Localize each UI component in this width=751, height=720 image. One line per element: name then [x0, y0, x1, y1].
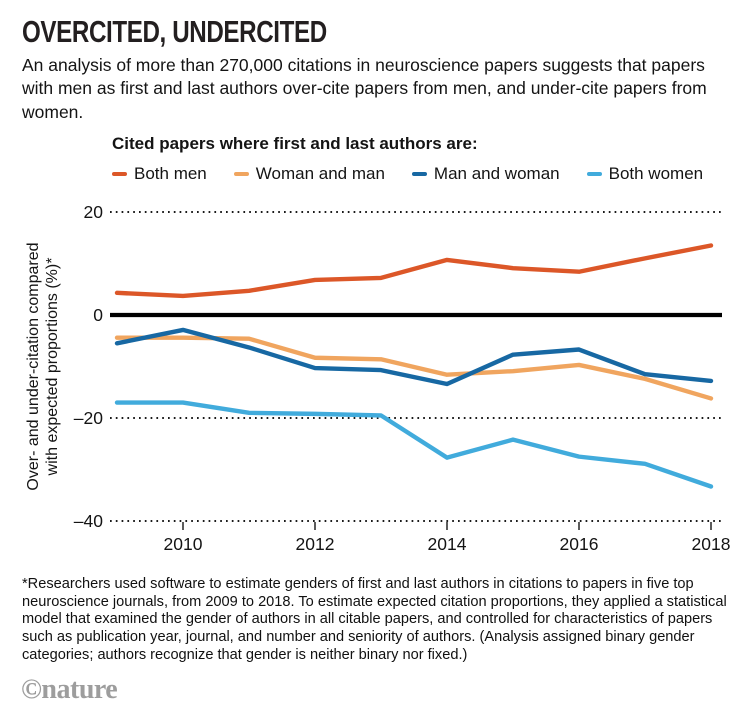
- page-subtitle: An analysis of more than 270,000 citatio…: [22, 55, 707, 122]
- nature-logo: ©nature: [21, 674, 118, 705]
- y-tick-label: 20: [84, 202, 104, 222]
- legend-item-woman-and-man: Woman and man: [233, 164, 385, 184]
- x-tick-label: 2012: [296, 534, 335, 554]
- legend-dash-icon: [112, 171, 127, 177]
- chart-legend: Both men Woman and man Man and woman Both w…: [112, 164, 703, 184]
- y-axis-title-line: with expected proportions (%)*: [44, 258, 61, 477]
- legend-item-both-men: Both men: [112, 164, 207, 184]
- legend-dash-icon: [586, 171, 602, 177]
- y-tick-label: –40: [74, 511, 103, 531]
- legend-item-label: Both men: [134, 164, 207, 183]
- legend-dash-icon: [411, 171, 427, 177]
- series-line-woman-and-man: [114, 335, 714, 401]
- x-tick-label: 2014: [428, 534, 467, 554]
- y-tick-label: –20: [74, 408, 103, 428]
- page-title: OVERCITED, UNDERCITED: [22, 14, 327, 50]
- y-axis-title-line: Over- and under-citation compared: [25, 242, 42, 490]
- x-tick-label: 2010: [164, 534, 203, 554]
- y-tick-label: 0: [93, 305, 103, 325]
- series-line-man-and-woman: [114, 327, 714, 387]
- x-tick-label: 2016: [560, 534, 599, 554]
- legend-dash-icon: [233, 171, 249, 177]
- legend-item-both-women: Both women: [586, 164, 704, 184]
- x-tick-label: 2018: [692, 534, 731, 554]
- methodology-footnote: *Researchers used software to estimate g…: [22, 576, 727, 663]
- legend-item-label: Man and woman: [433, 164, 560, 183]
- legend-item-man-and-woman: Man and woman: [411, 164, 560, 184]
- series-line-both-men: [114, 243, 714, 299]
- legend-heading: Cited papers where first and last author…: [112, 134, 478, 153]
- legend-item-label: Both women: [608, 164, 704, 183]
- legend-item-label: Woman and man: [255, 164, 385, 183]
- page-title-text: OVERCITED, UNDERCITED: [22, 14, 327, 49]
- series-line-both-women: [114, 400, 714, 489]
